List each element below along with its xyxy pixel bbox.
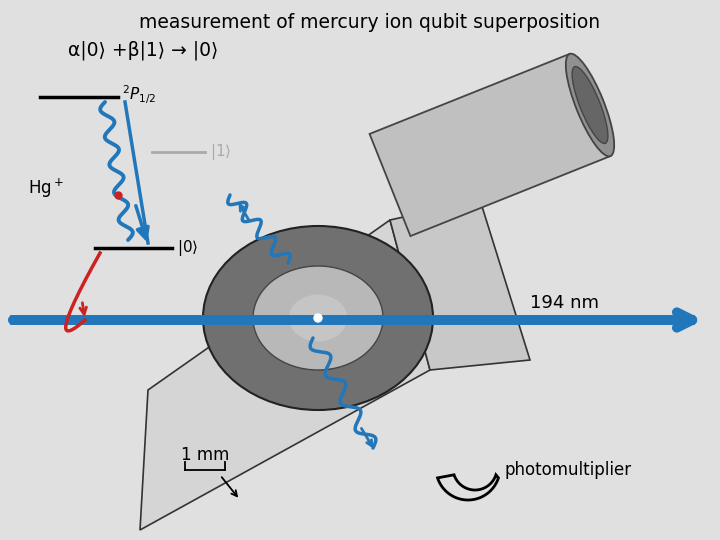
Text: $^2P_{1/2}$: $^2P_{1/2}$ <box>122 84 156 106</box>
Polygon shape <box>369 54 611 236</box>
Text: 194 nm: 194 nm <box>530 294 599 312</box>
Ellipse shape <box>566 53 614 157</box>
Text: $|0\rangle$: $|0\rangle$ <box>177 238 199 258</box>
Ellipse shape <box>572 66 608 144</box>
Text: $|1\rangle$: $|1\rangle$ <box>210 142 231 162</box>
Text: 1 mm: 1 mm <box>181 446 229 464</box>
Text: photomultiplier: photomultiplier <box>505 461 632 479</box>
Text: Hg$^+$: Hg$^+$ <box>28 177 64 200</box>
Text: measurement of mercury ion qubit superposition: measurement of mercury ion qubit superpo… <box>140 12 600 31</box>
Ellipse shape <box>253 266 383 370</box>
Polygon shape <box>140 220 430 530</box>
Text: α|0⟩ +β|1⟩ → |0⟩: α|0⟩ +β|1⟩ → |0⟩ <box>68 40 218 60</box>
Ellipse shape <box>203 226 433 410</box>
Ellipse shape <box>289 295 347 341</box>
Circle shape <box>314 314 322 322</box>
Polygon shape <box>390 200 530 370</box>
